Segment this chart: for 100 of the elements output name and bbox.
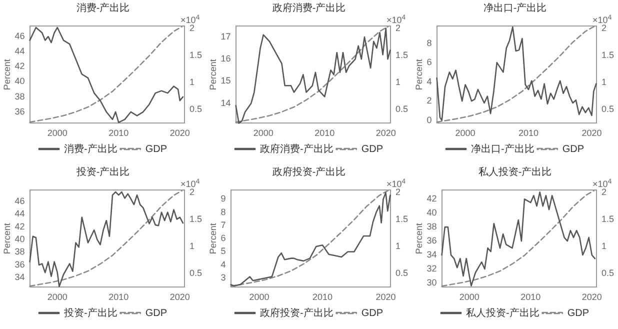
y2-tick-label: 2 — [601, 23, 607, 34]
y-tick-label: 44 — [14, 46, 25, 56]
x-tick-label: 2000 — [459, 292, 480, 302]
y-axis-title: Percent — [414, 222, 424, 254]
y-tick-label: 42 — [14, 61, 25, 72]
legend-label: 私人投资-产出比 — [466, 306, 540, 319]
y-tick-label: 6 — [426, 57, 432, 68]
x-tick-label: 2010 — [108, 128, 129, 138]
y2-tick-label: 1 — [601, 77, 607, 88]
x-tick-label: 2020 — [170, 292, 190, 302]
y-tick-label: 42 — [14, 221, 25, 232]
chart-title: 消费-产出比 — [76, 2, 130, 14]
y2-tick-label: 2 — [395, 187, 401, 198]
chart-title: 投资-产出比 — [75, 166, 130, 178]
x-tick-label: 2000 — [249, 292, 270, 302]
y-tick-label: 4 — [426, 76, 432, 86]
y-tick-label: 36 — [14, 259, 25, 270]
legend-label: GDP — [567, 308, 590, 319]
x-tick-label: 2000 — [47, 128, 68, 138]
y-tick-label: 4 — [220, 259, 226, 270]
y2-tick-label: 1.5 — [189, 50, 202, 60]
y-tick-label: 34 — [426, 250, 437, 260]
legend-label: 消费-产出比 — [64, 142, 118, 155]
y-tick-label: 38 — [426, 222, 437, 232]
y-axis-title: Percent — [2, 222, 12, 254]
x-tick-label: 2000 — [253, 128, 274, 138]
x-tick-label: 2020 — [582, 292, 602, 302]
y-tick-label: 3 — [220, 272, 226, 282]
y2-tick-label: 0.5 — [395, 104, 408, 114]
y-tick-label: 32 — [426, 264, 437, 274]
y-tick-label: 15 — [220, 76, 231, 86]
y-tick-label: 6 — [220, 233, 226, 244]
legend-label: GDP — [145, 308, 168, 319]
y-tick-label: 40 — [426, 208, 437, 218]
legend-label: GDP — [562, 144, 584, 155]
y-tick-label: 2 — [426, 96, 432, 106]
chart-title: 政府投资-产出比 — [272, 166, 346, 178]
legend-label: 净出口-产出比 — [471, 142, 534, 155]
y2-tick-label: 1.5 — [189, 214, 202, 224]
y-tick-label: 42 — [426, 194, 437, 204]
y-tick-label: 7 — [220, 220, 226, 230]
y2-tick-label: 2 — [189, 23, 195, 34]
y-tick-label: 0 — [426, 114, 432, 125]
y-tick-label: 34 — [14, 272, 25, 282]
y-tick-label: 16 — [220, 54, 231, 64]
legend-label: GDP — [361, 308, 384, 319]
x-tick-label: 2010 — [518, 128, 539, 138]
x-tick-label: 2010 — [108, 292, 129, 302]
y-tick-label: 38 — [14, 91, 25, 102]
x-tick-label: 2010 — [314, 128, 335, 138]
y-tick-label: 30 — [426, 277, 437, 288]
y-axis-title: Percent — [2, 58, 12, 90]
legend-label: GDP — [361, 144, 384, 155]
legend-label: 投资-产出比 — [63, 306, 118, 319]
y2-tick-label: 0.5 — [395, 268, 408, 278]
y-tick-label: 46 — [14, 31, 25, 42]
y2-tick-label: 0.5 — [189, 268, 202, 278]
x-tick-label: 2010 — [312, 292, 333, 302]
y2-tick-label: 1.5 — [601, 214, 614, 224]
y-tick-label: 36 — [426, 236, 437, 246]
y2-tick-label: 0.5 — [601, 268, 614, 278]
legend-label: GDP — [145, 144, 168, 155]
chart-title: 私人投资-产出比 — [478, 166, 552, 178]
legend-label: 政府投资-产出比 — [260, 306, 334, 319]
y2-tick-label: 1 — [395, 77, 401, 88]
y2-tick-label: 1.5 — [601, 50, 614, 60]
y2-tick-label: 1 — [395, 241, 401, 252]
chart-title: 净出口-产出比 — [483, 2, 547, 14]
y-tick-label: 14 — [220, 98, 231, 108]
x-tick-label: 2000 — [455, 128, 476, 138]
y2-tick-label: 1 — [601, 241, 607, 252]
x-tick-label: 2020 — [376, 292, 396, 302]
y2-tick-label: 0.5 — [601, 104, 614, 114]
y-tick-label: 40 — [14, 234, 25, 244]
y-tick-label: 46 — [14, 196, 25, 206]
y2-tick-label: 1.5 — [395, 50, 408, 60]
chart-title: 政府消费-产出比 — [272, 2, 346, 14]
y2-tick-label: 2 — [189, 187, 195, 198]
x-tick-label: 2000 — [47, 292, 68, 302]
legend-label: 政府消费-产出比 — [260, 142, 334, 155]
y-tick-label: 17 — [220, 32, 231, 42]
x-tick-label: 2010 — [520, 292, 541, 302]
y2-tick-label: 1 — [189, 241, 195, 252]
y2-tick-label: 2 — [395, 23, 401, 34]
y2-tick-label: 1 — [189, 77, 195, 88]
y-tick-label: 5 — [220, 246, 226, 256]
y-tick-label: 9 — [220, 194, 226, 204]
y-axis-title: Percent — [414, 58, 424, 90]
y-tick-label: 40 — [14, 76, 25, 86]
y-tick-label: 36 — [14, 106, 25, 116]
x-tick-label: 2020 — [582, 128, 602, 138]
x-tick-label: 2020 — [170, 128, 190, 138]
x-tick-label: 2020 — [376, 128, 396, 138]
y-tick-label: 8 — [220, 206, 226, 217]
y-tick-label: 44 — [14, 208, 25, 219]
y2-tick-label: 0.5 — [189, 104, 202, 114]
y-tick-label: 8 — [426, 38, 432, 48]
y-axis-title: Percent — [208, 222, 218, 254]
y-axis-title: Percent — [208, 58, 218, 90]
y2-tick-label: 1.5 — [395, 214, 408, 224]
